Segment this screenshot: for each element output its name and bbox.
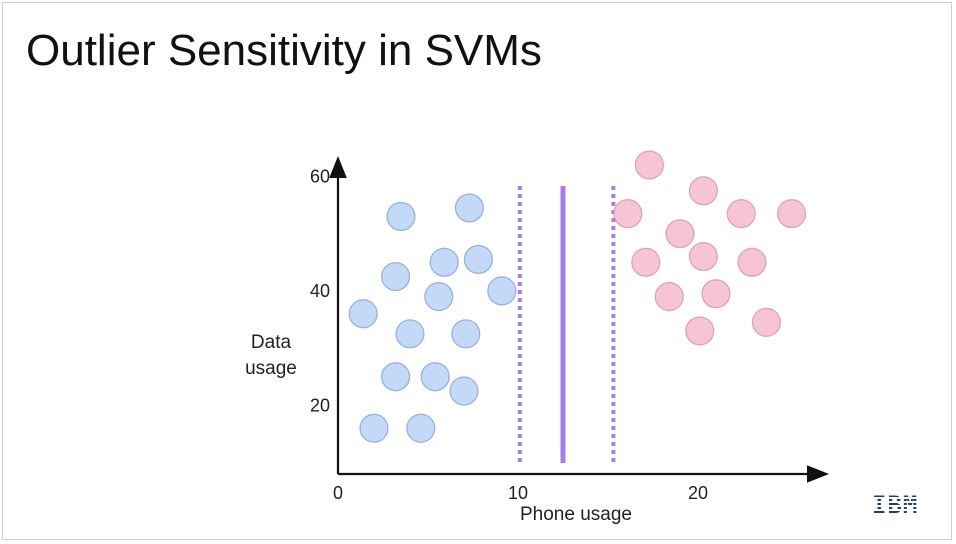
data-point-s1-4 <box>776 199 807 229</box>
y-tick-label-0: 20 <box>310 395 330 415</box>
data-point-s0-8 <box>395 319 425 349</box>
data-point-s0-11 <box>420 362 450 392</box>
data-point-s1-7 <box>688 241 719 272</box>
data-point-s1-5 <box>665 219 695 249</box>
data-point-s0-3 <box>463 244 493 275</box>
x-tick-label-1: 10 <box>508 483 528 503</box>
x-tick-label-0: 0 <box>333 483 343 503</box>
slide-title: Outlier Sensitivity in SVMs <box>26 26 542 75</box>
data-point-s1-2 <box>613 199 643 229</box>
y-tick-label-1: 40 <box>310 281 330 301</box>
y-axis-label-line-2: usage <box>245 358 297 379</box>
data-point-s1-9 <box>654 282 684 312</box>
data-point-s1-11 <box>685 316 715 346</box>
data-point-s0-9 <box>451 319 481 349</box>
data-point-s0-12 <box>449 376 479 406</box>
data-point-s1-12 <box>751 307 782 337</box>
data-point-s1-10 <box>701 279 731 309</box>
data-point-s0-4 <box>381 261 411 292</box>
data-point-s0-13 <box>359 413 389 443</box>
x-axis-label: Phone usage <box>520 504 632 525</box>
data-point-s0-6 <box>487 276 517 306</box>
data-point-s0-0 <box>386 201 416 232</box>
ibm-logo-text: IBM <box>872 491 919 519</box>
data-point-s1-3 <box>726 199 756 229</box>
data-point-s1-0 <box>634 150 665 180</box>
y-axis-label: Data usage <box>236 330 306 382</box>
y-axis-label-line-1: Data <box>250 332 292 353</box>
data-point-s1-6 <box>631 247 661 277</box>
ibm-logo: IBM <box>872 491 934 519</box>
data-point-s0-5 <box>424 282 454 312</box>
data-point-s0-1 <box>454 193 484 223</box>
data-point-s0-14 <box>406 413 436 443</box>
data-point-s1-8 <box>737 247 767 277</box>
x-tick-label-2: 20 <box>688 483 708 503</box>
data-point-s0-2 <box>429 247 459 277</box>
data-point-s0-10 <box>381 362 411 392</box>
data-point-s1-1 <box>688 176 719 206</box>
y-tick-label-2: 60 <box>310 166 330 186</box>
data-point-s0-7 <box>348 299 378 329</box>
